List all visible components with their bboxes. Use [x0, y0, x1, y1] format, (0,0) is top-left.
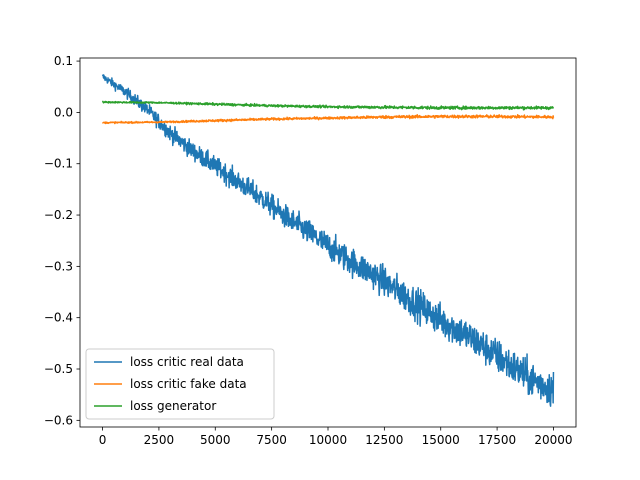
y-tick-label: −0.1 — [44, 157, 73, 171]
y-tick-label: 0.1 — [54, 54, 73, 68]
x-tick-label: 12500 — [365, 433, 403, 447]
series-line-0 — [101, 74, 555, 407]
x-tick-label: 5000 — [200, 433, 231, 447]
x-tick-label: 7500 — [256, 433, 287, 447]
x-tick-label: 15000 — [422, 433, 460, 447]
series-line-2 — [101, 100, 555, 111]
y-tick-label: −0.5 — [44, 362, 73, 376]
y-tick-label: −0.3 — [44, 259, 73, 273]
x-tick-label: 2500 — [144, 433, 175, 447]
x-tick-label: 20000 — [534, 433, 572, 447]
legend-label-0: loss critic real data — [130, 355, 244, 369]
legend-label-2: loss generator — [130, 399, 216, 413]
y-tick-label: −0.2 — [44, 208, 73, 222]
series-line-1 — [101, 114, 555, 125]
y-tick-label: −0.6 — [44, 413, 73, 427]
legend: loss critic real data loss critic fake da… — [85, 348, 275, 420]
y-tick-label: −0.4 — [44, 311, 73, 325]
legend-label-1: loss critic fake data — [130, 377, 247, 391]
y-tick-label: 0.0 — [54, 105, 73, 119]
x-tick-label: 17500 — [478, 433, 516, 447]
legend-box — [85, 348, 275, 420]
x-tick-label: 10000 — [309, 433, 347, 447]
series-layer — [101, 74, 555, 407]
axes-layer: 0 2500 5000 7500 10000 12500 15000 17500 20000 0.… — [44, 54, 577, 447]
x-tick-label: 0 — [99, 433, 107, 447]
